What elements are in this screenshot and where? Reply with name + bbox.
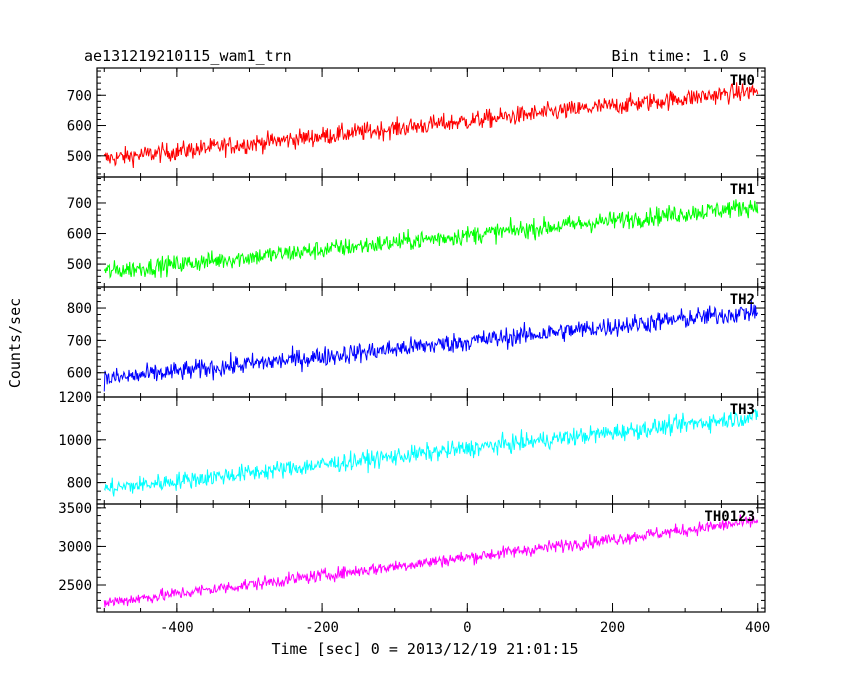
y-tick-label: 2500 (58, 578, 92, 594)
y-tick-label: 600 (67, 119, 92, 135)
series-th3 (103, 409, 759, 497)
panel-th0: 500 600 700 TH0 (67, 67, 766, 178)
y-tick-label: 500 (67, 149, 92, 165)
x-tick-label: 200 (600, 620, 625, 636)
x-tick-label: 0 (463, 620, 471, 636)
panel-label: TH0 (730, 73, 755, 89)
panel-frame (96, 67, 766, 178)
y-tick-label: 500 (67, 257, 92, 273)
panel-th1: 500 600 700 TH1 (67, 176, 766, 288)
panel-frame (96, 396, 766, 505)
bin-time-label: Bin time: 1.0 s (612, 47, 747, 65)
series-th0123 (103, 514, 759, 608)
panel-th2: 600 700 800 TH2 (67, 286, 766, 398)
panel-label: TH0123 (704, 509, 755, 525)
panel-label: TH1 (730, 182, 755, 198)
x-axis-label: Time [sec] 0 = 2013/12/19 21:01:15 (271, 640, 578, 658)
series-th2 (103, 298, 759, 392)
y-tick-label: 700 (67, 88, 92, 104)
panel-frame (96, 286, 766, 398)
panel-th3: 800 1000 1200 TH3 (58, 390, 766, 505)
y-tick-label: 600 (67, 227, 92, 243)
x-tick-label: -200 (305, 620, 339, 636)
y-tick-label: 800 (67, 301, 92, 317)
panel-frame (96, 176, 766, 288)
y-tick-label: 1200 (58, 390, 92, 406)
series-th0 (103, 82, 759, 169)
panel-label: TH3 (730, 402, 755, 418)
panel-label: TH2 (730, 292, 755, 308)
y-tick-label: 3500 (58, 501, 92, 517)
series-th1 (103, 199, 759, 279)
y-tick-label: 1000 (58, 433, 92, 449)
plot-title: ae131219210115_wam1_trn (84, 47, 292, 65)
panels-group: 500 600 700 TH0 500 600 700 TH1 600 700 800 TH2 800 1… (58, 67, 770, 636)
y-tick-label: 700 (67, 196, 92, 212)
x-tick-label: -400 (160, 620, 194, 636)
y-axis-label: Counts/sec (6, 298, 24, 388)
y-tick-label: 600 (67, 366, 92, 382)
x-tick-label: 400 (745, 620, 770, 636)
panel-th0123: 2500 3000 3500 TH0123 (58, 501, 766, 613)
y-tick-label: 800 (67, 476, 92, 492)
y-tick-label: 700 (67, 333, 92, 349)
y-tick-label: 3000 (58, 539, 92, 555)
panel-frame (96, 503, 766, 613)
